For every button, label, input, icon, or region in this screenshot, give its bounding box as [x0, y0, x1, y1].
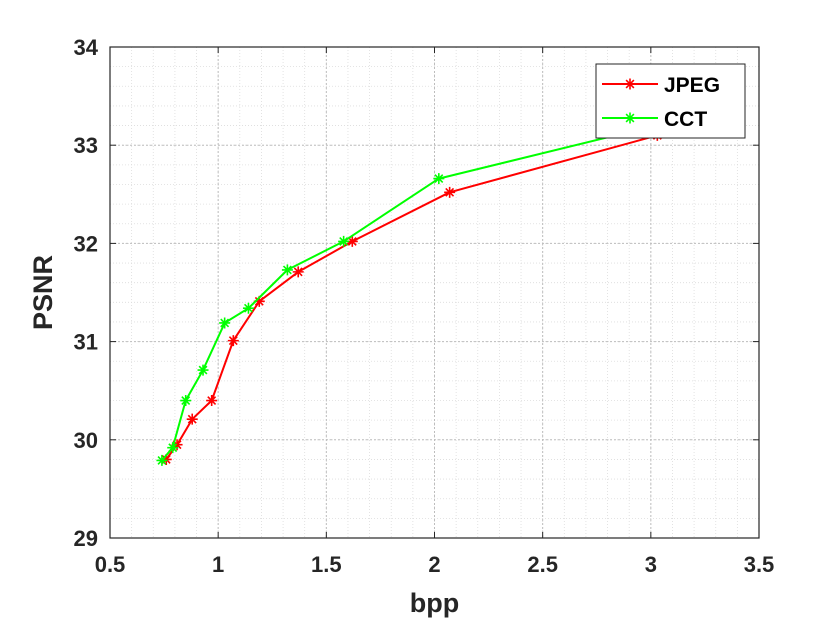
- data-point-jpeg: [227, 335, 239, 347]
- plot-area: 0.5 1 1.5 2 2.5 3 3.5 29 30 31 32 33 34 bpp PSNR JPEG CC…: [28, 35, 774, 618]
- series-line-cct: [161, 122, 665, 462]
- x-tick-label: 3.5: [744, 552, 775, 577]
- legend-box: [595, 63, 746, 139]
- x-tick-label: 1.5: [311, 552, 342, 577]
- data-point-cct: [167, 442, 179, 454]
- legend-marker-cct: [624, 112, 636, 124]
- y-tick-label: 31: [74, 330, 98, 355]
- data-point-jpeg: [253, 295, 265, 307]
- legend-marker-jpeg: [624, 78, 636, 90]
- data-point-cct: [433, 173, 445, 185]
- data-point-jpeg: [444, 186, 456, 198]
- y-tick-label: 30: [74, 428, 98, 453]
- data-point-jpeg: [292, 266, 304, 278]
- x-tick-label: 0.5: [95, 552, 126, 577]
- data-point-cct: [219, 317, 231, 329]
- y-tick-label: 34: [74, 35, 99, 60]
- data-point-jpeg: [346, 235, 358, 247]
- data-point-jpeg: [171, 439, 183, 451]
- y-axis-label: PSNR: [28, 255, 58, 330]
- legend-label-cct: CCT: [664, 108, 707, 131]
- data-point-cct: [338, 235, 350, 247]
- axes-box: [109, 46, 760, 539]
- data-point-cct: [242, 302, 254, 314]
- y-tick-label: 32: [74, 231, 98, 256]
- data-point-cct: [156, 454, 168, 466]
- legend-label-jpeg: JPEG: [664, 74, 720, 97]
- x-tick-label: 3: [645, 552, 657, 577]
- data-point-cct: [281, 264, 293, 276]
- x-tick-label: 1: [212, 552, 224, 577]
- data-point-jpeg: [206, 395, 218, 407]
- series-line-jpeg: [165, 134, 658, 460]
- y-tick-label: 29: [74, 526, 98, 551]
- data-point-jpeg: [186, 413, 198, 425]
- data-point-jpeg: [160, 453, 172, 465]
- data-point-cct: [180, 395, 192, 407]
- data-point-cct: [197, 364, 209, 376]
- y-tick-label: 33: [74, 133, 98, 158]
- x-tick-label: 2: [428, 552, 440, 577]
- x-axis-label: bpp: [410, 588, 459, 618]
- x-tick-label: 2.5: [527, 552, 558, 577]
